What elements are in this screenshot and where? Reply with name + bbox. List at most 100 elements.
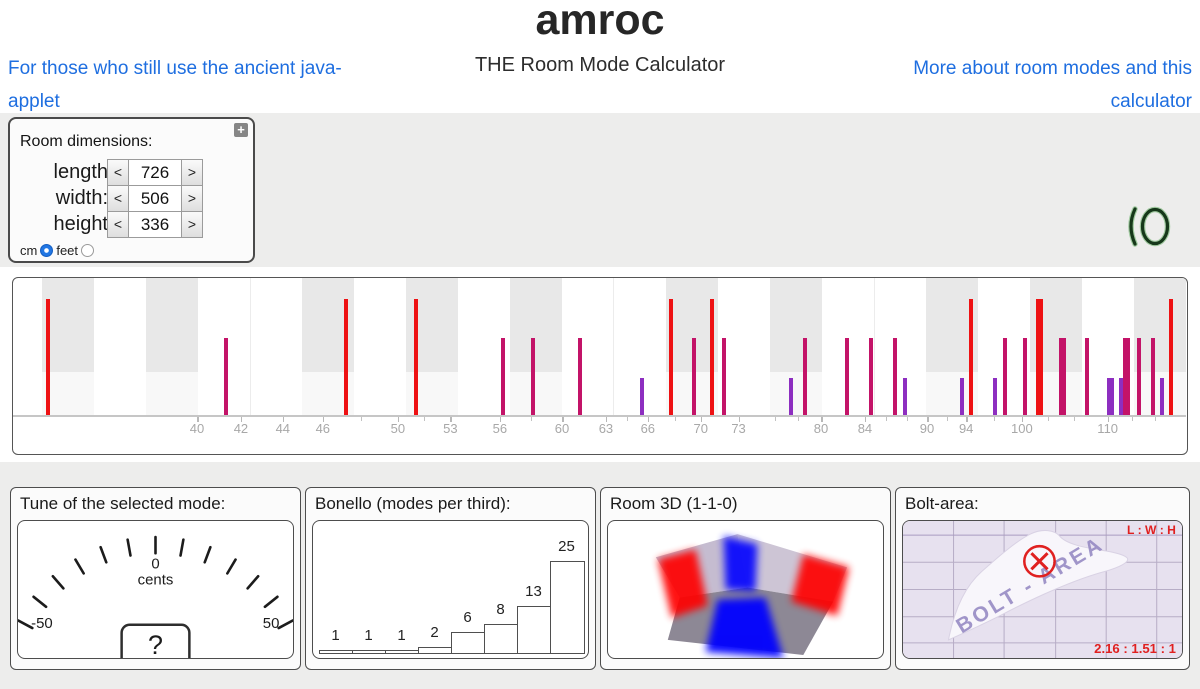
axis-tick [647, 417, 650, 422]
mode-bar[interactable] [1159, 378, 1164, 415]
axis-tick [562, 417, 564, 422]
bonello-panel: Bonello (modes per third): 1 1 1 2 6 8 13 25 [305, 487, 596, 670]
gauge-tick [179, 538, 185, 557]
gauge-tick [126, 538, 132, 557]
piano-key-lower-tint [769, 372, 822, 415]
gauge-tick [99, 545, 108, 564]
mode-bar[interactable] [710, 299, 715, 415]
mode-bar[interactable] [893, 338, 898, 415]
room3d-canvas[interactable] [607, 520, 884, 659]
height-increment-button[interactable]: > [181, 211, 203, 238]
axis-minor-tick [798, 417, 800, 421]
length-increment-button[interactable]: > [181, 159, 203, 186]
length-input[interactable] [128, 159, 182, 186]
axis-minor-tick [946, 417, 948, 421]
mode-bar[interactable] [1058, 338, 1066, 415]
piano-black-key-band [509, 278, 562, 372]
bonello-panel-title: Bonello (modes per third): [315, 494, 511, 513]
mode-bar[interactable] [531, 338, 536, 415]
mode-bar[interactable] [1002, 338, 1007, 415]
selected-mode-marker [1023, 544, 1056, 578]
pressure-max-left [657, 549, 708, 618]
bonello-bar [319, 650, 354, 654]
gauge-ticks [18, 535, 293, 630]
mode-bar[interactable] [1168, 299, 1173, 415]
feet-radio[interactable] [81, 244, 95, 257]
axis-tick-label: 50 [390, 421, 406, 436]
height-decrement-button[interactable]: < [107, 211, 129, 238]
mode-bar[interactable] [668, 299, 673, 415]
mode-bar[interactable] [1151, 338, 1156, 415]
gauge-tick [203, 545, 212, 564]
about-link[interactable]: More about room modes and this calculato… [913, 58, 1192, 112]
pressure-max-right [791, 554, 850, 616]
mode-bar[interactable] [413, 299, 418, 415]
axis-tick-label: 60 [554, 421, 570, 436]
length-label: length [53, 161, 109, 183]
gauge-tick [277, 619, 293, 630]
pressure-min-back [723, 536, 758, 592]
mode-bar[interactable] [1137, 338, 1142, 415]
height-input[interactable] [128, 211, 182, 238]
mode-bar[interactable] [692, 338, 697, 415]
mode-bar[interactable] [803, 338, 808, 415]
bolt-canvas: BOLT - AREA L : W : H 2.16 : 1.51 : 1 [902, 520, 1183, 659]
gauge-value-box [120, 623, 191, 658]
mode-bar[interactable] [993, 378, 998, 415]
cm-label: cm [20, 243, 38, 258]
axis-tick-label: 70 [693, 421, 709, 436]
gauge-unit-label: cents [138, 571, 174, 588]
bolt-ratio-value: 2.16 : 1.51 : 1 [1094, 641, 1176, 656]
axis-minor-tick [361, 417, 363, 421]
width-decrement-button[interactable]: < [107, 185, 129, 212]
mode-bar[interactable] [577, 338, 582, 415]
axis-tick-label: 56 [492, 421, 508, 436]
mode-bar[interactable] [844, 338, 849, 415]
mode-bar[interactable] [501, 338, 506, 415]
mode-bar[interactable] [1107, 378, 1115, 415]
mode-bar[interactable] [869, 338, 874, 415]
mode-bar[interactable] [960, 378, 965, 415]
expand-icon[interactable]: + [234, 123, 248, 137]
axis-tick-label: 46 [315, 421, 331, 436]
mode-bar[interactable] [344, 299, 348, 415]
cm-radio[interactable] [40, 244, 54, 257]
mode-bar[interactable] [1023, 338, 1028, 415]
axis-tick [397, 417, 400, 422]
piano-black-key-band [769, 278, 822, 372]
mode-bar[interactable] [789, 378, 794, 415]
mode-bar[interactable] [721, 338, 726, 415]
bolt-panel: Bolt-area: BOLT - AREA [895, 487, 1190, 670]
bonello-bar-label: 1 [331, 627, 340, 645]
piano-white-key-separator [250, 278, 252, 415]
gauge-min-label: -50 [31, 615, 53, 632]
mode-bar[interactable] [1084, 338, 1089, 415]
width-label: width: [55, 187, 108, 209]
axis-tick-label: 42 [233, 421, 249, 436]
width-input[interactable] [128, 185, 182, 212]
piano-black-key-band [665, 278, 718, 372]
axis-tick [821, 417, 823, 422]
axis-tick [322, 417, 325, 422]
mode-bar[interactable] [1118, 378, 1123, 415]
mode-bar[interactable] [1122, 338, 1130, 415]
mode-bar[interactable] [1036, 299, 1044, 415]
length-decrement-button[interactable]: < [107, 159, 129, 186]
axis-tick-label: 66 [640, 421, 656, 436]
mode-bar[interactable] [223, 338, 228, 415]
width-increment-button[interactable]: > [181, 185, 203, 212]
axis-tick-label: 53 [443, 421, 458, 436]
axis-minor-tick [531, 417, 533, 421]
mode-bar[interactable] [46, 299, 51, 415]
mode-bar[interactable] [968, 299, 973, 415]
axis-minor-tick [886, 417, 888, 421]
mode-chart: 40 42 44 46 50 53 56 60 63 66 70 73 80 84 90 94 100 110 [12, 277, 1188, 455]
tune-panel-title: Tune of the selected mode: [20, 494, 226, 513]
width-row: width: < > [18, 185, 203, 212]
java-applet-link[interactable]: For those who still use the ancient java… [8, 58, 342, 112]
piano-key-lower-tint [41, 372, 94, 415]
mode-bar[interactable] [640, 378, 645, 415]
mode-bar[interactable] [902, 378, 907, 415]
tune-panel: Tune of the selected mode: 0 cents -50 5… [10, 487, 301, 670]
